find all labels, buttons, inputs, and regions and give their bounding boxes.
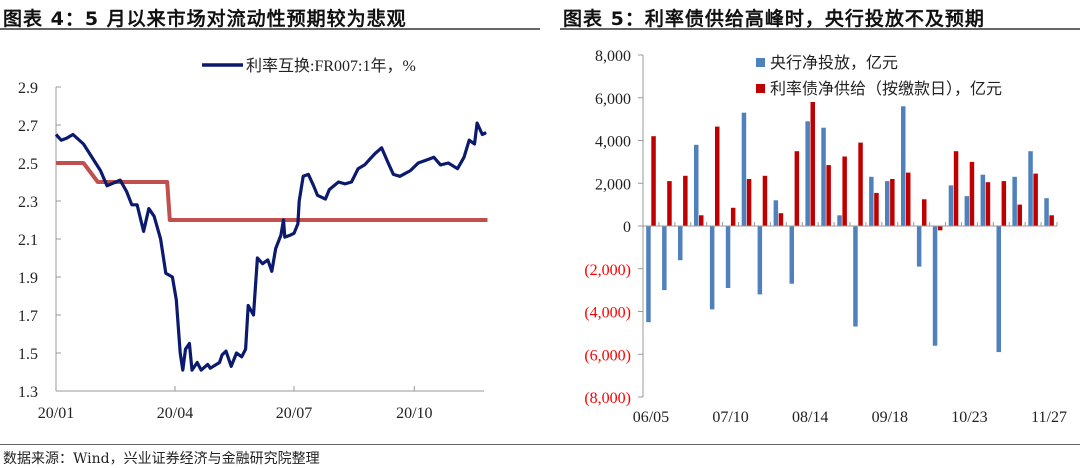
pboc-net-injection-bar [837, 215, 842, 226]
rate-bond-supply-bar [730, 207, 736, 226]
legend-label: 央行净投放，亿元 [770, 54, 898, 72]
pboc-net-injection-bar [741, 112, 747, 226]
pboc-net-injection-bar [821, 127, 826, 226]
rate-bond-supply-bar [937, 226, 943, 231]
pboc-net-injection-bar [805, 121, 810, 226]
rate-bond-supply-bar [985, 182, 991, 226]
x-tick-label: 07/10 [712, 409, 748, 426]
pboc-net-injection-bar [757, 226, 763, 295]
pboc-net-injection-bar [662, 226, 667, 291]
rate-bond-supply-bar [778, 213, 784, 226]
footer-divider [0, 444, 1080, 445]
rate-bond-supply-bar [1033, 173, 1038, 226]
y-tick-label: (4,000) [584, 305, 631, 322]
legend-label: 利率互换:FR007:1年，% [246, 57, 416, 75]
y-tick-label: 4,000 [595, 134, 631, 151]
rate-bond-supply-bar [890, 179, 895, 226]
policy-rate-line [56, 161, 488, 222]
rate-bond-supply-bar [667, 181, 672, 226]
y-tick-label: 2.3 [18, 194, 38, 211]
pboc-net-injection-bar [694, 144, 699, 226]
pboc-net-injection-bar [901, 106, 906, 226]
y-tick-label: 2.5 [18, 156, 38, 173]
legend-label: 利率债净供给（按缴款日），亿元 [770, 80, 1002, 98]
pboc-net-injection-bar [1044, 198, 1049, 226]
x-tick-label: 20/01 [38, 405, 74, 422]
pboc-net-injection-bar [980, 174, 986, 226]
rate-bond-supply-bar [969, 161, 975, 226]
legend-swatch [756, 84, 765, 93]
pboc-net-injection-bar [709, 226, 715, 310]
legend-swatch [756, 58, 765, 67]
rate-bond-supply-bar [683, 175, 688, 226]
y-tick-label: 1.9 [18, 270, 38, 287]
x-tick-label: 20/07 [276, 405, 312, 422]
x-tick-label: 11/27 [1031, 409, 1067, 426]
rate-bond-supply-bar [699, 215, 704, 226]
rate-bond-supply-bar [810, 102, 815, 226]
rate-bond-supply-bar [1017, 204, 1022, 226]
rate-bond-supply-bar [1001, 181, 1007, 226]
y-tick-label: 0 [623, 219, 631, 236]
pboc-net-injection-bar [1028, 151, 1033, 226]
pboc-net-injection-bar [916, 226, 922, 267]
pboc-net-injection-bar [773, 200, 779, 226]
rate-bond-supply-bar [794, 151, 800, 226]
y-tick-label: (8,000) [584, 390, 631, 407]
pboc-net-injection-bar [789, 226, 794, 284]
pboc-net-injection-bar [964, 196, 970, 226]
y-tick-label: 1.7 [18, 308, 38, 325]
y-tick-label: 1.3 [18, 384, 38, 401]
y-tick-label: 1.5 [18, 346, 38, 363]
rate-bond-supply-bar [874, 192, 879, 226]
x-tick-label: 10/23 [951, 409, 987, 426]
y-tick-label: 2.1 [18, 232, 38, 249]
y-tick-label: 6,000 [595, 91, 631, 108]
right-chart-title: 图表 5：利率债供给高峰时，央行投放不及预期 [563, 8, 985, 30]
pboc-net-injection-bar [853, 226, 858, 327]
rate-bond-supply-bar [1049, 215, 1054, 226]
left-title-divider [0, 28, 540, 30]
rate-bond-supply-bar [906, 172, 911, 226]
rate-bond-supply-bar [762, 175, 768, 226]
rate-bond-supply-bar [715, 126, 720, 226]
y-tick-label: (2,000) [584, 262, 631, 279]
rate-bond-supply-bar [746, 179, 752, 226]
pboc-net-injection-bar [678, 226, 683, 261]
left-chart-title: 图表 4：5 月以来市场对流动性预期较为悲观 [3, 8, 407, 30]
rate-bond-supply-bar [651, 136, 656, 226]
rate-bond-supply-bar [842, 156, 847, 226]
x-tick-label: 08/14 [792, 409, 828, 426]
source-note: 数据来源：Wind，兴业证券经济与金融研究院整理 [3, 451, 320, 467]
x-tick-label: 20/10 [396, 405, 432, 422]
y-tick-label: 2.7 [18, 118, 38, 135]
rate-bond-supply-bar [922, 199, 927, 226]
rate-bond-supply-bar [953, 151, 959, 226]
pboc-net-injection-bar [869, 176, 874, 226]
pboc-net-injection-bar [948, 185, 954, 226]
pboc-net-injection-bar [725, 226, 731, 288]
right-title-divider [560, 28, 1080, 30]
rate-bond-supply-bar [858, 142, 863, 226]
y-tick-label: 2,000 [595, 176, 631, 193]
rate-bond-supply-bar [826, 165, 831, 226]
y-tick-label: 2.9 [18, 80, 38, 97]
x-tick-label: 06/05 [633, 409, 669, 426]
fr007-swap-line [54, 121, 487, 372]
y-tick-label: (6,000) [584, 347, 631, 364]
y-tick-label: 8,000 [595, 48, 631, 65]
pboc-net-injection-bar [932, 226, 938, 346]
pboc-net-injection-bar [1012, 176, 1017, 226]
x-tick-label: 09/18 [872, 409, 908, 426]
pboc-net-injection-bar [885, 181, 890, 226]
x-tick-label: 20/04 [157, 405, 193, 422]
pboc-net-injection-bar [996, 226, 1001, 353]
pboc-net-injection-bar [646, 226, 651, 323]
